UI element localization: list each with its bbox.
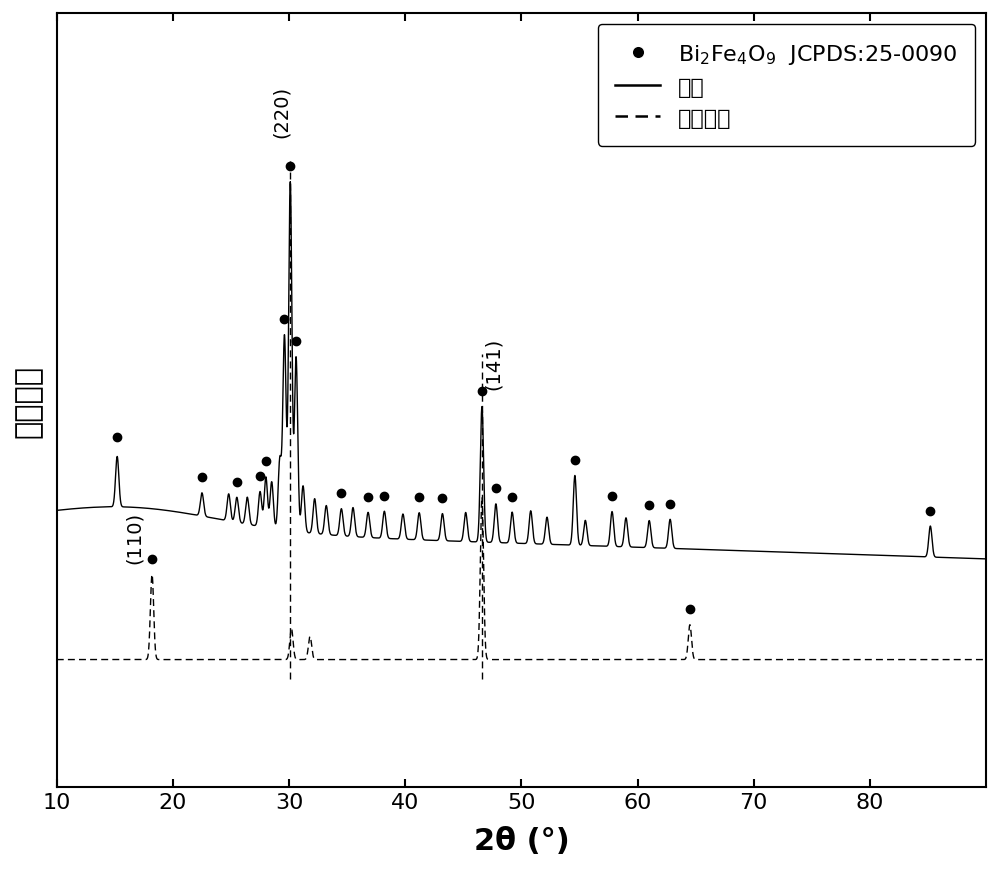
Text: (141): (141) (484, 337, 503, 389)
Text: (110): (110) (125, 511, 144, 563)
Legend: Bi$_2$Fe$_4$O$_9$  JCPDS:25-0090, 粉末, 粉末压片: Bi$_2$Fe$_4$O$_9$ JCPDS:25-0090, 粉末, 粉末压… (598, 25, 975, 147)
Text: (220): (220) (271, 85, 290, 137)
Y-axis label: 衰射强度: 衰射强度 (14, 364, 43, 437)
X-axis label: 2θ (°): 2θ (°) (474, 826, 569, 855)
